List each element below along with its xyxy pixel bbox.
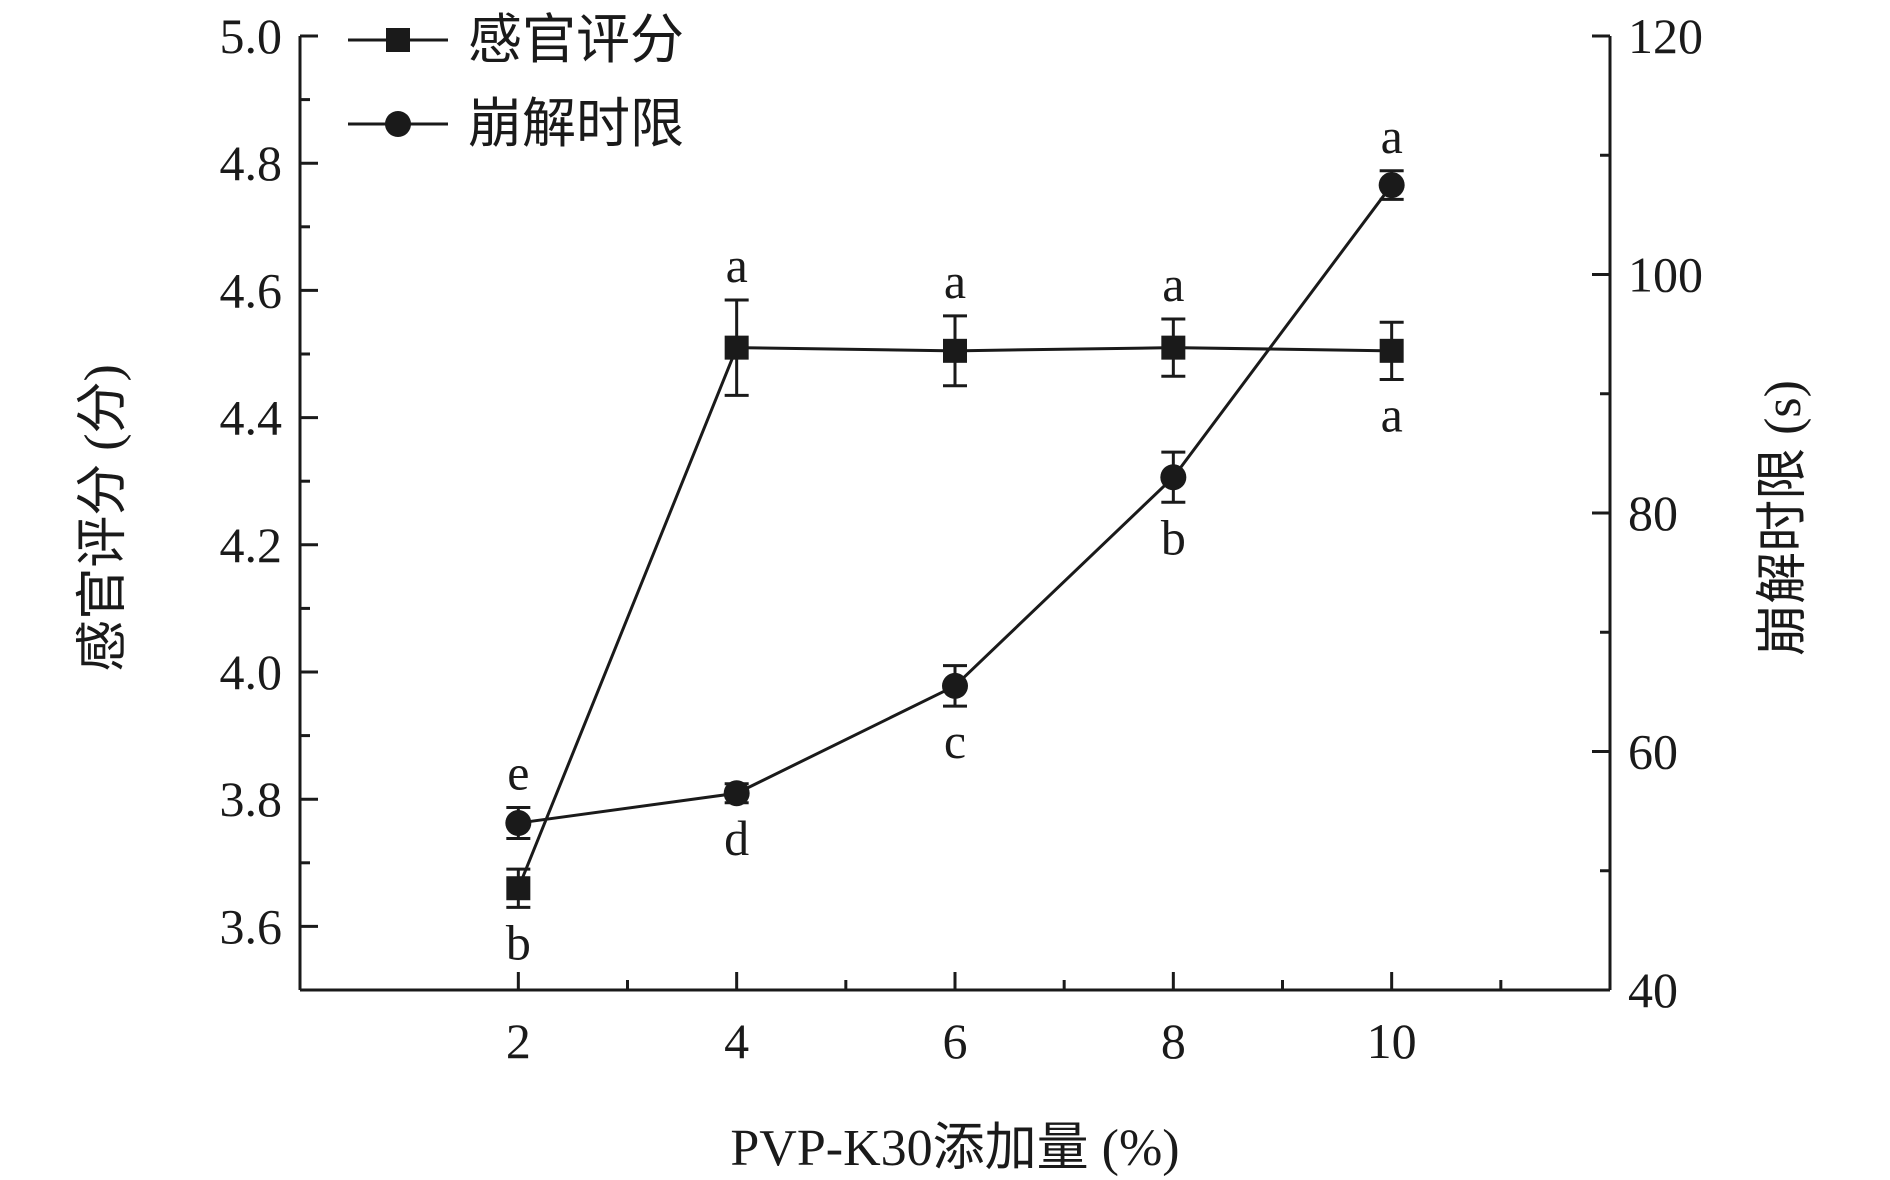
significance-label: a <box>1162 256 1184 312</box>
y-left-tick-label: 5.0 <box>220 8 283 64</box>
axis-ticks <box>300 34 1610 992</box>
y-left-tick-label: 3.8 <box>220 771 283 827</box>
legend-marker-circle <box>385 111 411 137</box>
y-left-tick-label: 4.0 <box>220 644 283 700</box>
plot-frame <box>298 36 1612 992</box>
y-right-tick-label: 80 <box>1628 485 1678 541</box>
significance-label: b <box>506 914 531 970</box>
y-left-tick-label: 4.6 <box>220 262 283 318</box>
x-tick-label: 4 <box>724 1013 749 1069</box>
significance-label: a <box>726 237 748 293</box>
point-circle <box>942 672 968 699</box>
series-2: e d c b a <box>505 108 1405 866</box>
point-circle <box>1160 464 1187 491</box>
point-square <box>943 338 967 363</box>
point-circle <box>723 780 750 807</box>
x-tick-label: 8 <box>1161 1013 1186 1069</box>
series-1: b a a a a <box>506 237 1404 970</box>
y-left-tick-label: 4.2 <box>220 517 283 573</box>
x-tick-label: 6 <box>943 1013 968 1069</box>
point-circle <box>505 810 532 837</box>
y-left-tick-label: 4.8 <box>220 135 283 191</box>
y-right-tick-label: 120 <box>1628 8 1703 64</box>
y-left-tick-label: 4.4 <box>220 390 283 446</box>
legend-item-2: 崩解时限 <box>348 94 684 154</box>
series-layer: b a a a a e d c b a <box>505 108 1405 970</box>
y-right-tick-label: 60 <box>1628 724 1678 780</box>
legend-item-1: 感官评分 <box>348 10 684 70</box>
significance-label: d <box>724 810 749 866</box>
y-right-tick-label: 40 <box>1628 962 1678 1018</box>
point-square <box>724 335 749 360</box>
legend-marker-square <box>386 28 410 52</box>
point-square <box>1161 335 1186 360</box>
x-tick-label: 10 <box>1367 1013 1417 1069</box>
point-circle <box>1378 172 1405 199</box>
legend-label: 感官评分 <box>468 10 684 70</box>
significance-label: c <box>944 713 966 769</box>
series-line <box>516 346 1392 889</box>
point-square <box>1379 338 1404 363</box>
y-left-tick-label: 3.6 <box>220 898 283 954</box>
significance-label: e <box>507 745 529 801</box>
significance-label: b <box>1161 509 1186 565</box>
x-tick-label: 2 <box>506 1013 531 1069</box>
tick-labels: 2 4 6 8 10 3.6 3.8 4.0 4.2 4.4 4.6 4.8 5.0 40 60 80 100 1… <box>220 8 1704 1069</box>
significance-label: a <box>1381 386 1403 442</box>
y-axis-right-title: 崩解时限 (s) <box>1755 380 1812 656</box>
legend-label: 崩解时限 <box>468 94 684 154</box>
y-right-tick-label: 100 <box>1628 247 1703 303</box>
significance-label: a <box>1381 108 1403 164</box>
x-axis-title: PVP-K30添加量 (%) <box>730 1120 1179 1177</box>
point-square <box>506 876 531 901</box>
significance-label: a <box>944 253 966 309</box>
y-axis-left-title: 感官评分 (分) <box>75 364 132 672</box>
